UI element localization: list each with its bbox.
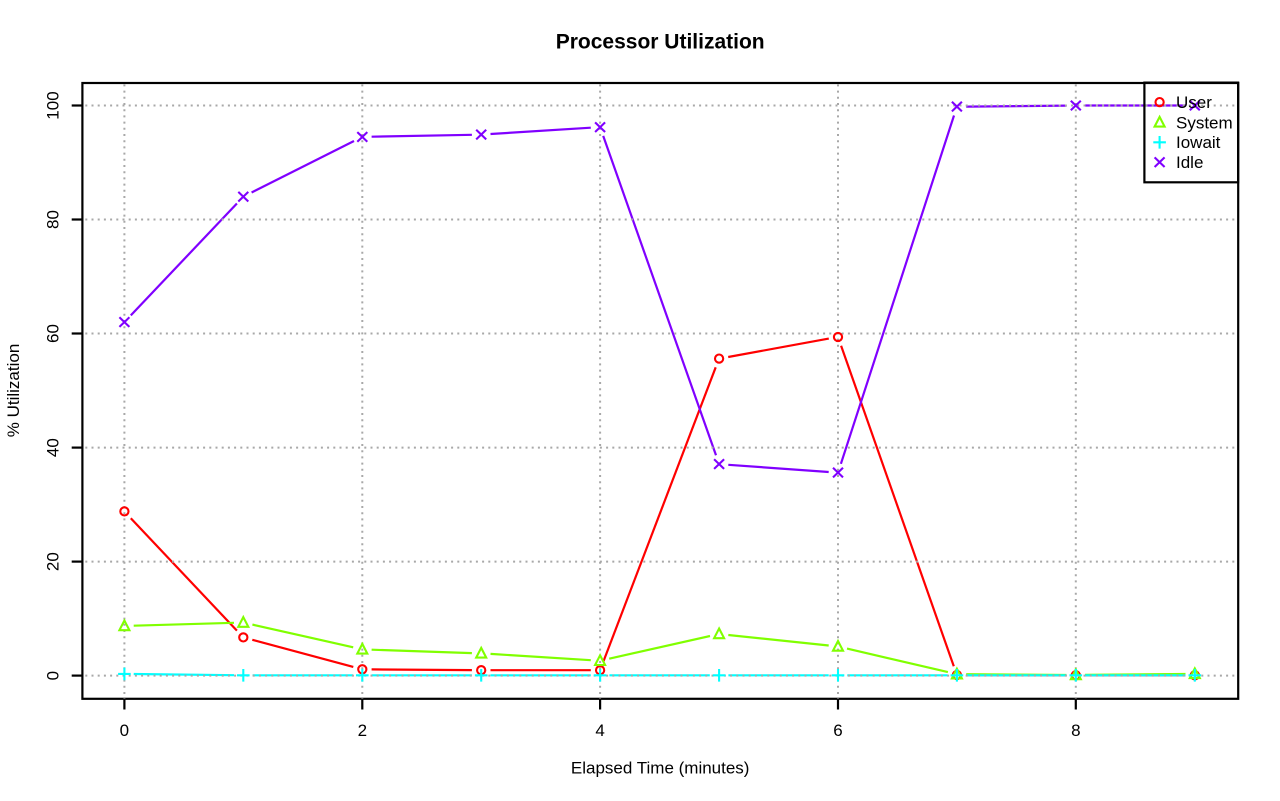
svg-text:System: System <box>1176 113 1233 132</box>
svg-text:80: 80 <box>43 210 62 229</box>
svg-text:4: 4 <box>595 721 604 740</box>
svg-text:0: 0 <box>43 671 62 680</box>
svg-text:6: 6 <box>833 721 842 740</box>
svg-text:Elapsed Time (minutes): Elapsed Time (minutes) <box>571 758 750 777</box>
svg-text:20: 20 <box>43 552 62 571</box>
svg-text:User: User <box>1176 93 1212 112</box>
svg-text:8: 8 <box>1071 721 1080 740</box>
svg-text:40: 40 <box>43 438 62 457</box>
svg-text:2: 2 <box>358 721 367 740</box>
svg-text:0: 0 <box>120 721 129 740</box>
svg-text:100: 100 <box>43 91 62 119</box>
svg-text:Processor Utilization: Processor Utilization <box>556 31 765 54</box>
svg-text:Iowait: Iowait <box>1176 133 1221 152</box>
svg-text:60: 60 <box>43 324 62 343</box>
svg-text:% Utilization: % Utilization <box>4 344 23 438</box>
svg-text:Idle: Idle <box>1176 153 1203 172</box>
